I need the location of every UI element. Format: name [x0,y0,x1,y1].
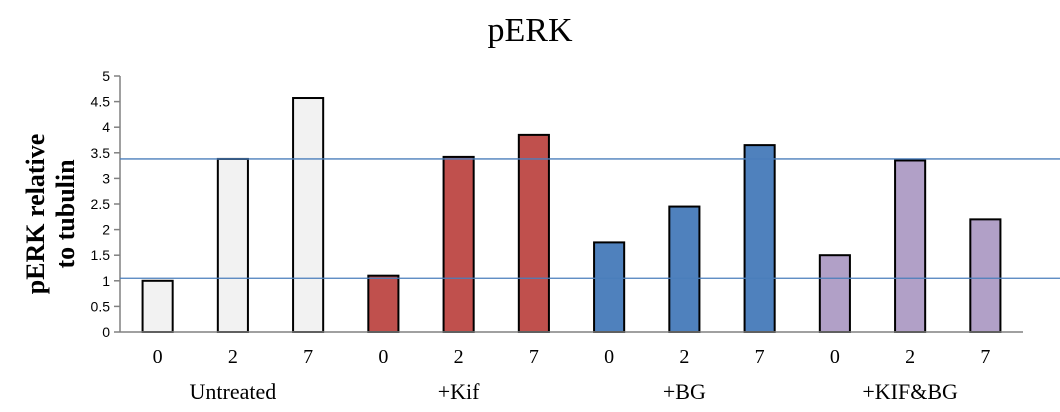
bar [141,279,174,333]
bar [442,155,475,333]
y-axis-title-line-1: pERK relative [21,134,50,295]
x-category-label: 2 [454,346,464,368]
x-axis-group-labels: Untreated +Kif +BG +KIF&BG [190,379,958,404]
bar [818,254,851,333]
bar [216,157,249,333]
bar [894,159,927,333]
chart-title: pERK [487,12,573,49]
y-tick-label: 2.5 [91,196,111,212]
y-tick-label: 3.5 [91,145,111,161]
y-tick-label: 4 [102,119,110,135]
x-category-label: 2 [228,346,238,368]
x-category-label: 0 [604,346,614,368]
bar [367,274,400,333]
reference-lines [120,158,1060,279]
y-tick-label: 4.5 [91,94,111,110]
x-category-label: 7 [980,346,990,368]
x-category-label: 7 [303,346,313,368]
bar [969,218,1002,333]
y-axis-title-line-2: to tubulin [51,159,80,269]
y-tick-label: 1 [102,273,110,289]
x-category-label: 2 [679,346,689,368]
y-tick-label: 2 [102,222,110,238]
x-axis-category-labels: 0 2 7 0 2 7 0 2 7 0 2 7 [153,346,991,368]
x-category-label: 0 [378,346,388,368]
axes [119,76,1023,333]
x-group-label: +KIF&BG [862,379,958,404]
x-group-label: +BG [663,379,706,404]
x-group-label: +Kif [438,379,480,404]
bars [141,97,1002,333]
bar [743,144,776,333]
x-category-label: 2 [905,346,915,368]
x-category-label: 7 [529,346,539,368]
y-tick-label: 3 [102,170,110,186]
x-category-label: 0 [830,346,840,368]
y-axis-ticks: 0 0.5 1 1.5 2 2.5 3 3.5 4 4.5 5 [91,68,120,340]
y-tick-label: 1.5 [91,247,111,263]
y-tick-label: 5 [102,68,110,84]
bar [292,97,325,333]
y-axis-title: pERK relative to tubulin [21,134,80,295]
bar [517,133,550,333]
x-group-label: Untreated [190,379,277,404]
y-tick-label: 0 [102,324,110,340]
x-category-label: 0 [153,346,163,368]
bar [593,241,626,333]
bar [668,205,701,333]
x-category-label: 7 [755,346,765,368]
y-tick-label: 0.5 [91,298,111,314]
